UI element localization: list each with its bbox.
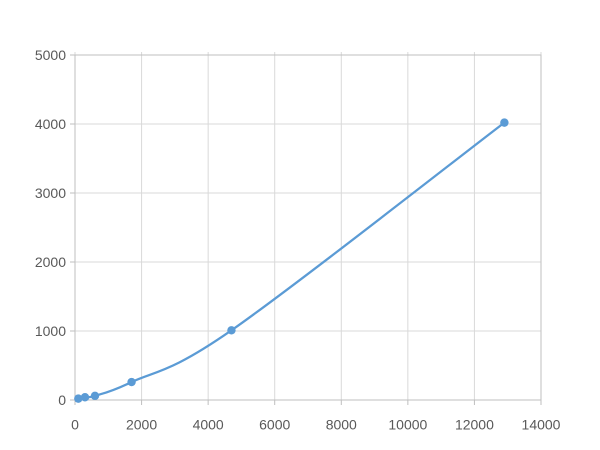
x-axis-tick-label: 14000 <box>522 416 561 432</box>
x-axis-tick-label: 6000 <box>259 416 290 432</box>
data-point-marker <box>500 118 509 127</box>
data-point-marker <box>227 326 236 335</box>
data-point-marker <box>127 377 136 387</box>
data-point-marker <box>90 391 100 401</box>
y-axis-tick-label: 1000 <box>35 323 66 339</box>
x-axis-tick-label: 0 <box>71 416 79 432</box>
y-axis-tick-label: 0 <box>58 392 66 408</box>
y-axis-tick-label: 4000 <box>35 116 66 132</box>
data-point-marker <box>80 393 90 402</box>
plot-area-border <box>74 54 542 401</box>
y-axis-tick-label: 3000 <box>35 185 66 201</box>
x-axis-tick-label: 2000 <box>126 416 157 432</box>
y-axis-tick-label: 5000 <box>35 47 66 63</box>
x-axis-tick-label: 10000 <box>388 416 427 432</box>
y-axis-tick-label: 2000 <box>35 254 66 270</box>
x-axis-tick-label: 4000 <box>193 416 224 432</box>
x-axis-tick-label: 12000 <box>455 416 494 432</box>
data-point-marker <box>74 394 83 403</box>
x-axis-tick-label: 8000 <box>326 416 357 432</box>
